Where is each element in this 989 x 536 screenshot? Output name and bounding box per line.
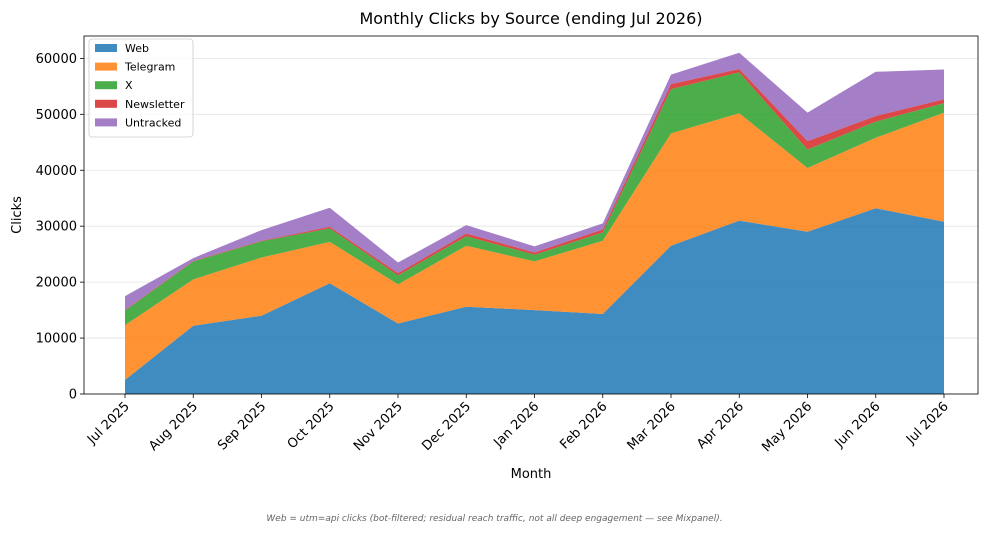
legend-swatch xyxy=(95,44,117,52)
y-tick-label: 30000 xyxy=(36,220,77,235)
legend-label: Web xyxy=(125,42,149,55)
x-tick-label: Jun 2026 xyxy=(832,399,884,451)
y-tick-label: 10000 xyxy=(36,332,77,347)
legend-swatch xyxy=(95,62,117,71)
legend-label: X xyxy=(125,79,133,92)
x-tick-label: Oct 2025 xyxy=(285,399,338,452)
x-tick-label: Jul 2025 xyxy=(84,399,133,448)
x-tick-label: Aug 2025 xyxy=(146,399,201,454)
y-tick-label: 50000 xyxy=(36,108,77,123)
series-areas xyxy=(125,52,944,394)
x-tick-label: May 2026 xyxy=(759,399,815,455)
x-tick-label: Mar 2026 xyxy=(625,399,679,453)
area-web xyxy=(125,208,944,394)
chart-title: Monthly Clicks by Source (ending Jul 202… xyxy=(359,9,702,28)
legend-label: Untracked xyxy=(125,116,181,129)
x-tick-label: Apr 2026 xyxy=(694,399,747,452)
legend: Web Telegram X Newsletter Untracked xyxy=(88,38,194,138)
x-axis: Jul 2025 Aug 2025 Sep 2025 Oct 2025 Nov 2025… xyxy=(84,394,952,455)
x-axis-label: Month xyxy=(511,467,552,482)
x-tick-label: Nov 2025 xyxy=(351,399,406,454)
x-tick-label: Jan 2026 xyxy=(491,399,543,451)
x-tick-label: Feb 2026 xyxy=(557,399,610,452)
legend-swatch xyxy=(95,118,117,127)
y-tick-label: 60000 xyxy=(36,52,77,67)
y-tick-label: 0 xyxy=(69,388,77,403)
y-axis: 0 10000 20000 30000 40000 50000 60000 xyxy=(36,52,84,403)
y-axis-label: Clicks xyxy=(10,196,25,234)
legend-swatch xyxy=(95,99,117,108)
x-tick-label: Dec 2025 xyxy=(419,399,474,454)
x-tick-label: Sep 2025 xyxy=(215,399,269,453)
legend-swatch xyxy=(95,81,117,90)
footnote: Web = utm=api clicks (bot-filtered; resi… xyxy=(266,514,723,524)
y-tick-label: 40000 xyxy=(36,164,77,179)
legend-label: Newsletter xyxy=(125,98,185,111)
area-telegram xyxy=(125,112,944,381)
x-tick-label: Jul 2026 xyxy=(903,399,952,448)
legend-label: Telegram xyxy=(124,61,175,74)
y-tick-label: 20000 xyxy=(36,276,77,291)
plot-frame xyxy=(83,35,979,395)
